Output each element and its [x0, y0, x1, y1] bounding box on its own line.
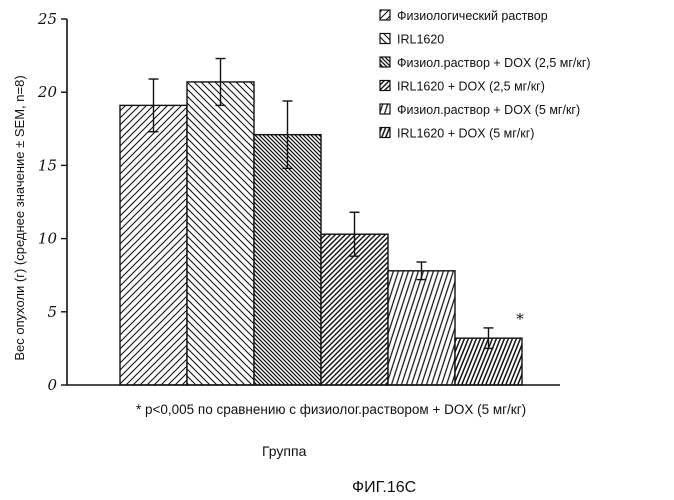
legend-item: IRL1620 [380, 33, 444, 47]
bar-2 [187, 82, 254, 385]
legend-item: Физиологический раствор [380, 9, 548, 23]
bar-5 [388, 271, 455, 385]
y-axis-label: Вес опухоли (г) (среднее значение ± SEM,… [12, 75, 27, 360]
footnote: * p<0,005 по сравнению с физиолог.раство… [136, 402, 526, 417]
legend-swatch [380, 104, 390, 114]
legend-swatch [380, 81, 390, 91]
significance-marker: * [516, 310, 524, 328]
y-tick-label: 10 [38, 230, 58, 248]
bar-1 [120, 105, 187, 385]
legend-item: IRL1620 + DOX (5 мг/кг) [380, 127, 534, 141]
legend-label: IRL1620 + DOX (2,5 мг/кг) [397, 80, 545, 94]
x-axis-label: Группа [262, 443, 307, 459]
y-tick-label: 0 [47, 376, 57, 394]
legend-swatch [380, 10, 390, 20]
y-tick-label: 15 [38, 156, 57, 174]
figure-caption: ФИГ.16С [352, 479, 416, 496]
legend-item: Физиол.раствор + DOX (2,5 мг/кг) [380, 56, 591, 70]
legend-swatch [380, 128, 390, 138]
bar-3 [254, 135, 321, 385]
legend-swatch [380, 34, 390, 44]
legend-item: Физиол.раствор + DOX (5 мг/кг) [380, 103, 580, 117]
y-tick-label: 20 [37, 83, 58, 101]
y-tick-label: 25 [37, 10, 57, 28]
legend-label: IRL1620 [397, 33, 444, 47]
legend-label: Физиологический раствор [397, 9, 548, 23]
legend-item: IRL1620 + DOX (2,5 мг/кг) [380, 80, 545, 94]
legend-swatch [380, 57, 390, 67]
legend: Физиологический раствор IRL1620 Физиол.рас… [380, 9, 591, 141]
y-tick-label: 5 [47, 303, 57, 321]
legend-label: Физиол.раствор + DOX (5 мг/кг) [397, 103, 580, 117]
legend-label: Физиол.раствор + DOX (2,5 мг/кг) [397, 56, 591, 70]
legend-label: IRL1620 + DOX (5 мг/кг) [397, 127, 534, 141]
